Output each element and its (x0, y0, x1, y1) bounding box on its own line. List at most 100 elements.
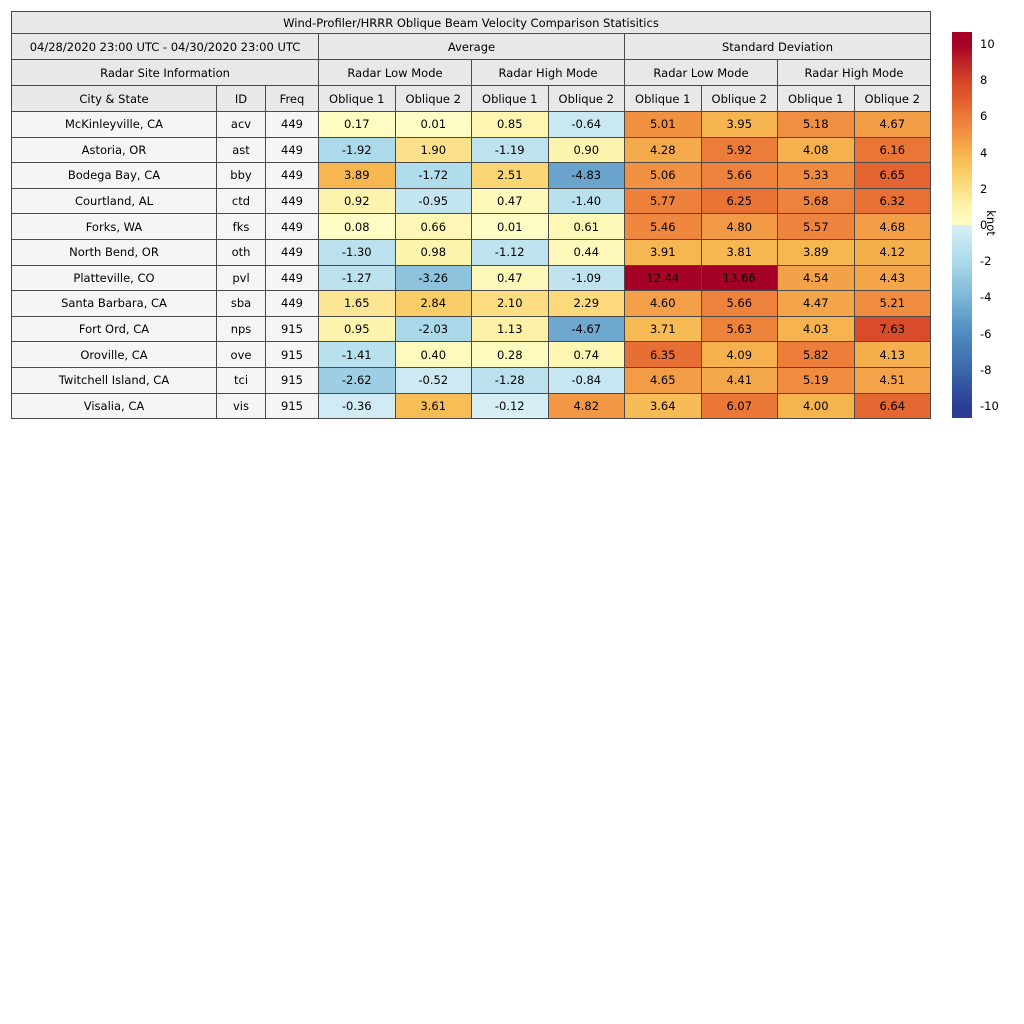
value-cell-avg_high_ob2: 0.44 (548, 239, 625, 265)
value-cell-avg_high_ob1: -1.19 (472, 137, 549, 163)
column-header-std-low-oblique1: Oblique 1 (625, 86, 702, 112)
figure-canvas: Wind-Profiler/HRRR Oblique Beam Velocity… (0, 0, 1024, 1024)
column-header-avg-high-oblique2: Oblique 2 (548, 86, 625, 112)
value-cell-std_high_ob2: 4.12 (854, 239, 931, 265)
value-cell-avg_low_ob1: 0.17 (319, 112, 396, 138)
colorbar-tick-6: 6 (980, 109, 987, 123)
freq-cell: 449 (266, 265, 319, 291)
value-cell-avg_low_ob2: 3.61 (395, 393, 472, 419)
value-cell-std_high_ob1: 5.82 (778, 342, 855, 368)
group-header-row-1: 04/28/2020 23:00 UTC - 04/30/2020 23:00 … (12, 34, 931, 60)
value-cell-avg_low_ob1: -2.62 (319, 367, 396, 393)
value-cell-avg_high_ob2: 0.90 (548, 137, 625, 163)
group-header-avg-high-mode: Radar High Mode (472, 60, 625, 86)
column-header-id: ID (217, 86, 266, 112)
value-cell-std_high_ob2: 4.43 (854, 265, 931, 291)
value-cell-std_low_ob1: 6.35 (625, 342, 702, 368)
site-id-cell: fks (217, 214, 266, 240)
freq-cell: 449 (266, 291, 319, 317)
city-cell: North Bend, OR (12, 239, 217, 265)
column-header-city: City & State (12, 86, 217, 112)
value-cell-avg_low_ob1: 0.08 (319, 214, 396, 240)
value-cell-std_low_ob2: 5.66 (701, 291, 778, 317)
group-header-std-high-mode: Radar High Mode (778, 60, 931, 86)
value-cell-std_low_ob2: 13.66 (701, 265, 778, 291)
table-row-acv: McKinleyville, CAacv4490.170.010.85-0.64… (12, 112, 931, 138)
value-cell-avg_low_ob1: 0.92 (319, 188, 396, 214)
freq-cell: 449 (266, 188, 319, 214)
value-cell-std_high_ob2: 4.13 (854, 342, 931, 368)
value-cell-avg_low_ob1: 3.89 (319, 163, 396, 189)
value-cell-std_low_ob1: 4.28 (625, 137, 702, 163)
value-cell-std_high_ob2: 5.21 (854, 291, 931, 317)
colorbar (952, 32, 972, 418)
colorbar-tick-2: 2 (980, 182, 987, 196)
freq-cell: 915 (266, 393, 319, 419)
value-cell-std_low_ob1: 12.44 (625, 265, 702, 291)
value-cell-std_high_ob1: 3.89 (778, 239, 855, 265)
value-cell-std_high_ob2: 6.16 (854, 137, 931, 163)
city-cell: Courtland, AL (12, 188, 217, 214)
value-cell-std_high_ob1: 4.08 (778, 137, 855, 163)
freq-cell: 449 (266, 239, 319, 265)
value-cell-avg_low_ob2: 2.84 (395, 291, 472, 317)
column-header-avg-high-oblique1: Oblique 1 (472, 86, 549, 112)
table-row-bby: Bodega Bay, CAbby4493.89-1.722.51-4.835.… (12, 163, 931, 189)
value-cell-std_high_ob1: 4.47 (778, 291, 855, 317)
value-cell-avg_low_ob1: -1.27 (319, 265, 396, 291)
value-cell-avg_low_ob2: 0.66 (395, 214, 472, 240)
value-cell-std_low_ob2: 5.92 (701, 137, 778, 163)
value-cell-std_high_ob2: 7.63 (854, 316, 931, 342)
column-header-row: City & State ID Freq Oblique 1 Oblique 2… (12, 86, 931, 112)
value-cell-std_high_ob2: 4.67 (854, 112, 931, 138)
colorbar-tick-4: 4 (980, 146, 987, 160)
group-header-row-2: Radar Site Information Radar Low Mode Ra… (12, 60, 931, 86)
value-cell-std_low_ob2: 5.63 (701, 316, 778, 342)
freq-cell: 915 (266, 342, 319, 368)
table-row-tci: Twitchell Island, CAtci915-2.62-0.52-1.2… (12, 367, 931, 393)
table-row-oth: North Bend, ORoth449-1.300.98-1.120.443.… (12, 239, 931, 265)
column-header-freq: Freq (266, 86, 319, 112)
colorbar-tick--6: -6 (980, 327, 991, 341)
value-cell-avg_low_ob2: -1.72 (395, 163, 472, 189)
freq-cell: 449 (266, 163, 319, 189)
value-cell-avg_high_ob1: 0.28 (472, 342, 549, 368)
value-cell-avg_high_ob1: 2.51 (472, 163, 549, 189)
value-cell-avg_high_ob2: -4.83 (548, 163, 625, 189)
value-cell-avg_high_ob2: -1.09 (548, 265, 625, 291)
value-cell-std_low_ob2: 4.80 (701, 214, 778, 240)
value-cell-std_low_ob2: 6.07 (701, 393, 778, 419)
value-cell-std_low_ob1: 5.46 (625, 214, 702, 240)
value-cell-avg_high_ob1: 1.13 (472, 316, 549, 342)
column-header-std-high-oblique1: Oblique 1 (778, 86, 855, 112)
site-id-cell: nps (217, 316, 266, 342)
value-cell-avg_high_ob1: 0.85 (472, 112, 549, 138)
value-cell-avg_high_ob2: -0.84 (548, 367, 625, 393)
value-cell-avg_low_ob2: 1.90 (395, 137, 472, 163)
table-row-ove: Oroville, CAove915-1.410.400.280.746.354… (12, 342, 931, 368)
city-cell: McKinleyville, CA (12, 112, 217, 138)
city-cell: Santa Barbara, CA (12, 291, 217, 317)
value-cell-avg_high_ob2: 0.74 (548, 342, 625, 368)
value-cell-std_low_ob1: 4.65 (625, 367, 702, 393)
city-cell: Forks, WA (12, 214, 217, 240)
freq-cell: 915 (266, 367, 319, 393)
table-row-pvl: Platteville, COpvl449-1.27-3.260.47-1.09… (12, 265, 931, 291)
site-id-cell: sba (217, 291, 266, 317)
column-header-std-low-oblique2: Oblique 2 (701, 86, 778, 112)
table-row-ast: Astoria, ORast449-1.921.90-1.190.904.285… (12, 137, 931, 163)
colorbar-tick--8: -8 (980, 363, 991, 377)
group-header-avg-low-mode: Radar Low Mode (319, 60, 472, 86)
value-cell-avg_low_ob1: -1.30 (319, 239, 396, 265)
city-cell: Twitchell Island, CA (12, 367, 217, 393)
colorbar-gradient (952, 32, 972, 418)
colorbar-tick--4: -4 (980, 290, 991, 304)
value-cell-avg_low_ob2: -2.03 (395, 316, 472, 342)
value-cell-avg_high_ob2: 2.29 (548, 291, 625, 317)
freq-cell: 915 (266, 316, 319, 342)
colorbar-tick--10: -10 (980, 399, 999, 413)
value-cell-avg_low_ob2: -0.52 (395, 367, 472, 393)
title-row: Wind-Profiler/HRRR Oblique Beam Velocity… (12, 12, 931, 34)
value-cell-avg_low_ob1: 0.95 (319, 316, 396, 342)
colorbar-tick--2: -2 (980, 254, 991, 268)
